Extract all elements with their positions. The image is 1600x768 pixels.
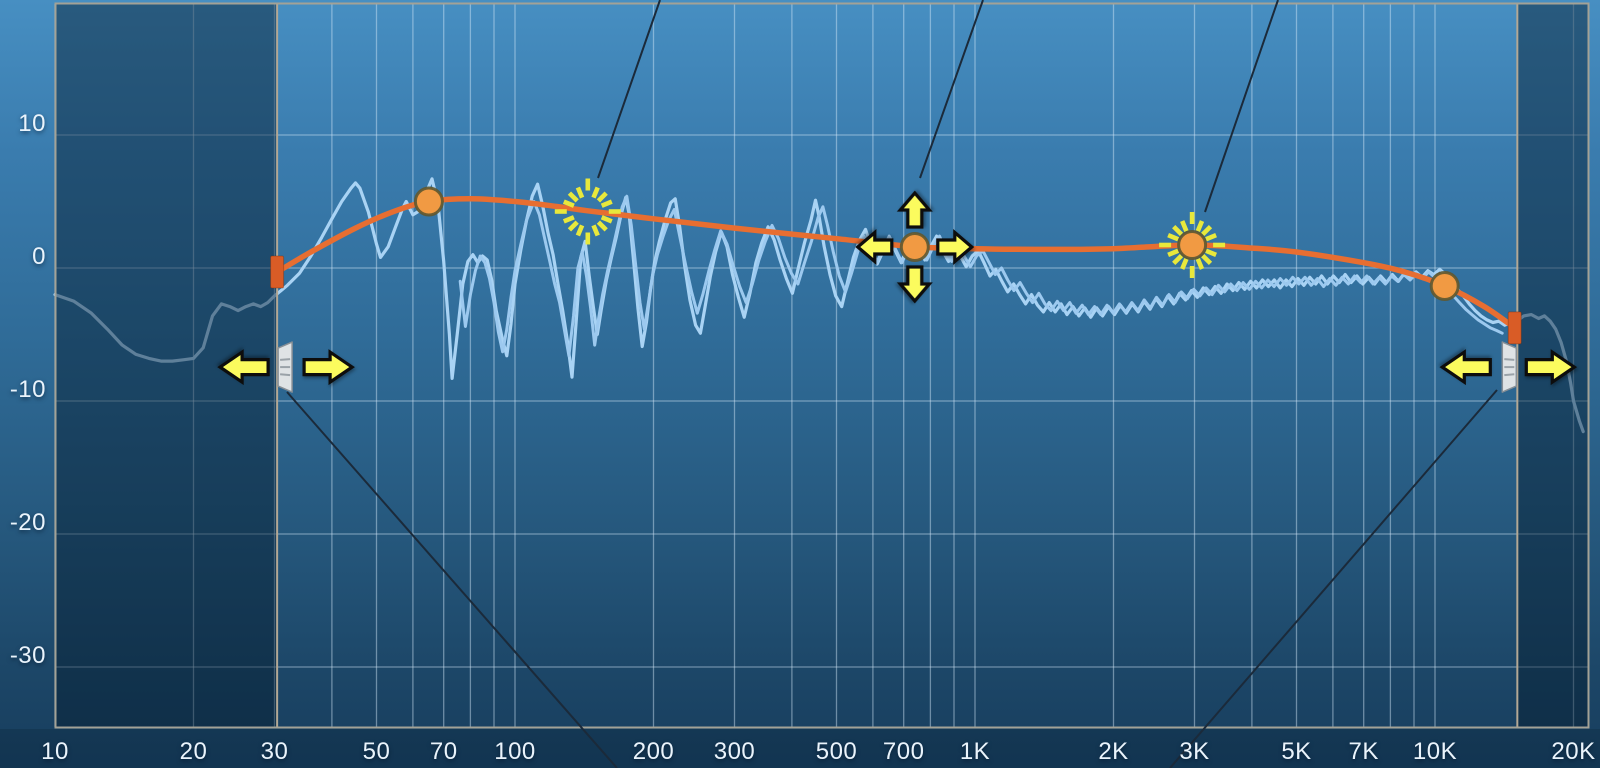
- y-axis-label--10: -10: [10, 376, 46, 403]
- move-left-arrow[interactable]: [855, 229, 894, 265]
- move-right-arrow[interactable]: [936, 229, 975, 265]
- y-axis-label-10: 10: [18, 110, 46, 137]
- y-axis-label--20: -20: [10, 509, 46, 536]
- target-low-anchor-handle[interactable]: [270, 255, 285, 289]
- leader-line: [1204, 0, 1279, 213]
- hover-point-sunburst: [554, 178, 621, 245]
- target-control-point-740hz[interactable]: [899, 232, 930, 262]
- target-control-point-2965hz[interactable]: [1177, 230, 1208, 260]
- x-axis-label-20K: 20K: [1551, 738, 1595, 765]
- target-control-point-10500hz[interactable]: [1429, 271, 1460, 301]
- x-axis-label-7K: 7K: [1349, 738, 1379, 765]
- x-axis-label-10K: 10K: [1413, 738, 1457, 765]
- low-curtain-grip[interactable]: [277, 341, 293, 393]
- x-axis-label-70: 70: [430, 738, 458, 765]
- x-axis-label-200: 200: [633, 738, 675, 765]
- curtain-controls: [217, 341, 1578, 393]
- x-axis-label-1K: 1K: [960, 738, 990, 765]
- axis-band: [0, 729, 1600, 768]
- move-up-arrow[interactable]: [896, 190, 933, 229]
- x-axis-label-30: 30: [261, 738, 289, 765]
- sunburst-ray: [562, 199, 575, 208]
- x-axis-label-2K: 2K: [1098, 738, 1128, 765]
- grip-rib: [1504, 373, 1515, 377]
- x-axis-label-500: 500: [816, 738, 858, 765]
- grid: [54, 4, 1588, 727]
- sunburst-ray: [1167, 232, 1180, 242]
- grip-rib: [1504, 358, 1515, 361]
- high-curtain-move-right-arrow[interactable]: [1524, 349, 1578, 386]
- annotation-leader-lines: [286, 0, 1498, 768]
- y-axis-labels: 10 0 -10 -20 -30: [10, 110, 46, 669]
- y-axis-label--30: -30: [10, 642, 46, 669]
- measured-curves: [53, 177, 1585, 434]
- x-axis-label-50: 50: [363, 738, 391, 765]
- x-axis-label-20: 20: [180, 738, 208, 765]
- low-curtain-move-right-arrow[interactable]: [302, 349, 355, 386]
- high-curtain-move-left-arrow[interactable]: [1439, 349, 1492, 386]
- selected-point-sunburst: [1159, 212, 1226, 278]
- sunburst-ray: [562, 215, 575, 224]
- sunburst-ray: [596, 191, 608, 203]
- high-curtain-grip[interactable]: [1501, 341, 1518, 393]
- sunburst-ray: [1205, 248, 1217, 258]
- curtains: [56, 4, 1588, 727]
- x-axis-label-5K: 5K: [1281, 738, 1311, 765]
- sunburst-ray: [1205, 232, 1217, 242]
- leader-line: [286, 391, 618, 768]
- target-high-anchor-handle[interactable]: [1507, 311, 1522, 345]
- y-axis-label-0: 0: [32, 243, 46, 270]
- sunburst-ray: [591, 186, 600, 199]
- sunburst-ray: [575, 186, 585, 199]
- move-point-widget: [855, 190, 975, 304]
- sunburst-ray: [1167, 248, 1180, 258]
- sunburst-ray: [600, 199, 613, 208]
- target-control-points: [413, 186, 1460, 301]
- x-axis-label-3K: 3K: [1179, 738, 1209, 765]
- move-down-arrow[interactable]: [896, 265, 933, 304]
- sunburst-ray: [600, 215, 613, 224]
- sunburst-ray: [567, 191, 579, 203]
- sunburst-ray: [591, 224, 600, 237]
- sunburst-ray: [1201, 253, 1213, 266]
- x-axis-label-300: 300: [714, 738, 756, 765]
- sunburst-ray: [1172, 224, 1184, 237]
- sunburst-ray: [596, 220, 608, 232]
- x-axis-label-10: 10: [41, 738, 69, 765]
- target-handles: [270, 255, 1522, 345]
- sunburst-ray: [567, 220, 579, 232]
- x-axis-label-700: 700: [883, 738, 925, 765]
- leader-line: [1169, 389, 1498, 768]
- leader-line: [597, 0, 661, 179]
- sunburst-ray: [1172, 253, 1184, 266]
- x-axis-labels: 10 20 30 50 70 100 200 300 500 700 1K 2K 3K 5K 7K 10K 20…: [41, 738, 1595, 765]
- leader-line: [919, 0, 984, 179]
- grip-rib: [280, 358, 291, 361]
- sunburst-ray: [575, 224, 585, 237]
- target-control-point-65hz[interactable]: [413, 186, 444, 217]
- sunburst-ray: [1195, 258, 1205, 270]
- sunburst-ray: [1195, 220, 1205, 232]
- sunburst-ray: [1201, 224, 1213, 237]
- sunburst-ray: [1180, 220, 1189, 232]
- measured-response-2: [458, 194, 1504, 358]
- plot-border: [54, 2, 1590, 729]
- low-curtain-move-left-arrow[interactable]: [217, 349, 270, 386]
- x-axis-label-100: 100: [494, 738, 536, 765]
- grip-rib: [280, 373, 291, 377]
- sunburst-ray: [1180, 258, 1189, 270]
